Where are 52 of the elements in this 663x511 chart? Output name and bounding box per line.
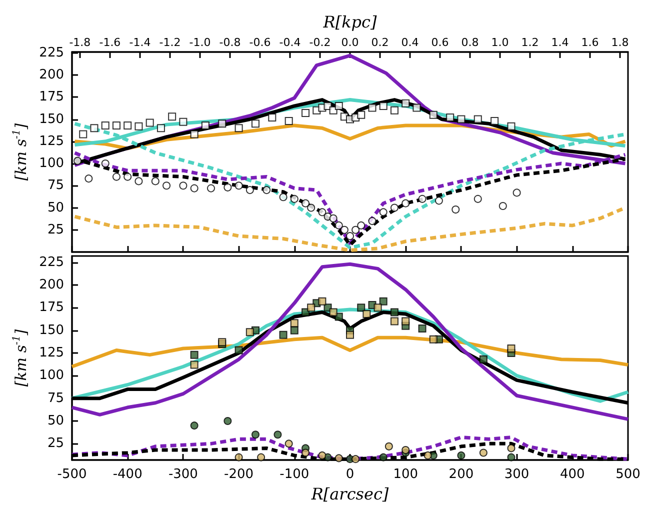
x2-tick-label: 1.6 [581, 36, 599, 49]
x-tick-label: 500 [616, 467, 640, 482]
y-axis-title: [km s-1] [11, 123, 30, 181]
y-tick-label: 225 [39, 254, 64, 270]
x2-tick-label: -1.4 [129, 36, 151, 49]
y-tick-label: 75 [47, 178, 64, 194]
x2-tick-label: -0.4 [279, 36, 301, 49]
x2-tick-label: -1.0 [189, 36, 211, 49]
y-tick-label: 50 [47, 200, 64, 216]
y-axis-title: [km s-1] [11, 329, 30, 387]
y-tick-label: 25 [47, 222, 64, 238]
y-tick-label: 200 [39, 68, 64, 83]
x2-tick-label: 1.8 [611, 36, 629, 49]
x2-tick-label: -0.8 [219, 36, 241, 49]
y-tick-label: 150 [39, 322, 64, 338]
x2-tick-label: -1.2 [159, 36, 181, 49]
y-tick-label: 175 [39, 90, 64, 105]
x2-tick-label: 0.8 [461, 36, 479, 49]
y-tick-label: 200 [39, 278, 64, 293]
y-tick-label: 100 [39, 368, 64, 384]
x2-tick-label: 0.2 [371, 36, 389, 49]
x-tick-label: 200 [448, 467, 474, 482]
x-axis-title: R[arcsec] [310, 484, 390, 504]
x2-tick-label: 0.6 [431, 36, 449, 49]
x-tick-label: -500 [57, 467, 87, 482]
x2-tick-label: 0.0 [341, 36, 359, 49]
x2-axis-title: R[kpc] [322, 12, 378, 32]
x2-tick-label: 1.2 [521, 36, 539, 49]
x-tick-label: -400 [112, 467, 142, 482]
x-tick-label: 100 [393, 467, 418, 482]
x2-tick-label: -1.8 [69, 36, 91, 49]
y-tick-label: 125 [39, 134, 64, 149]
x-tick-label: -200 [224, 467, 254, 482]
y-tick-label: 25 [47, 436, 64, 452]
x-tick-label: -100 [280, 467, 310, 482]
y-tick-label: 125 [39, 346, 64, 361]
x2-tick-label: 0.4 [401, 36, 419, 49]
x2-tick-label: 1.0 [491, 36, 509, 49]
x-tick-label: 400 [560, 467, 585, 482]
x2-tick-label: 1.4 [551, 36, 569, 49]
y-tick-label: 175 [39, 300, 64, 316]
y-tick-label: 50 [47, 414, 64, 429]
y-tick-label: 150 [39, 112, 64, 127]
x2-tick-label: -0.6 [249, 36, 271, 49]
x2-tick-label: -1.6 [99, 36, 121, 49]
x-tick-label: 300 [504, 467, 530, 482]
x-tick-label: 0 [346, 467, 354, 482]
x-tick-label: -300 [168, 467, 198, 482]
x2-tick-label: -0.2 [309, 36, 331, 49]
y-tick-label: 100 [39, 156, 64, 172]
y-tick-label: 225 [39, 45, 64, 60]
y-tick-label: 75 [47, 390, 64, 406]
